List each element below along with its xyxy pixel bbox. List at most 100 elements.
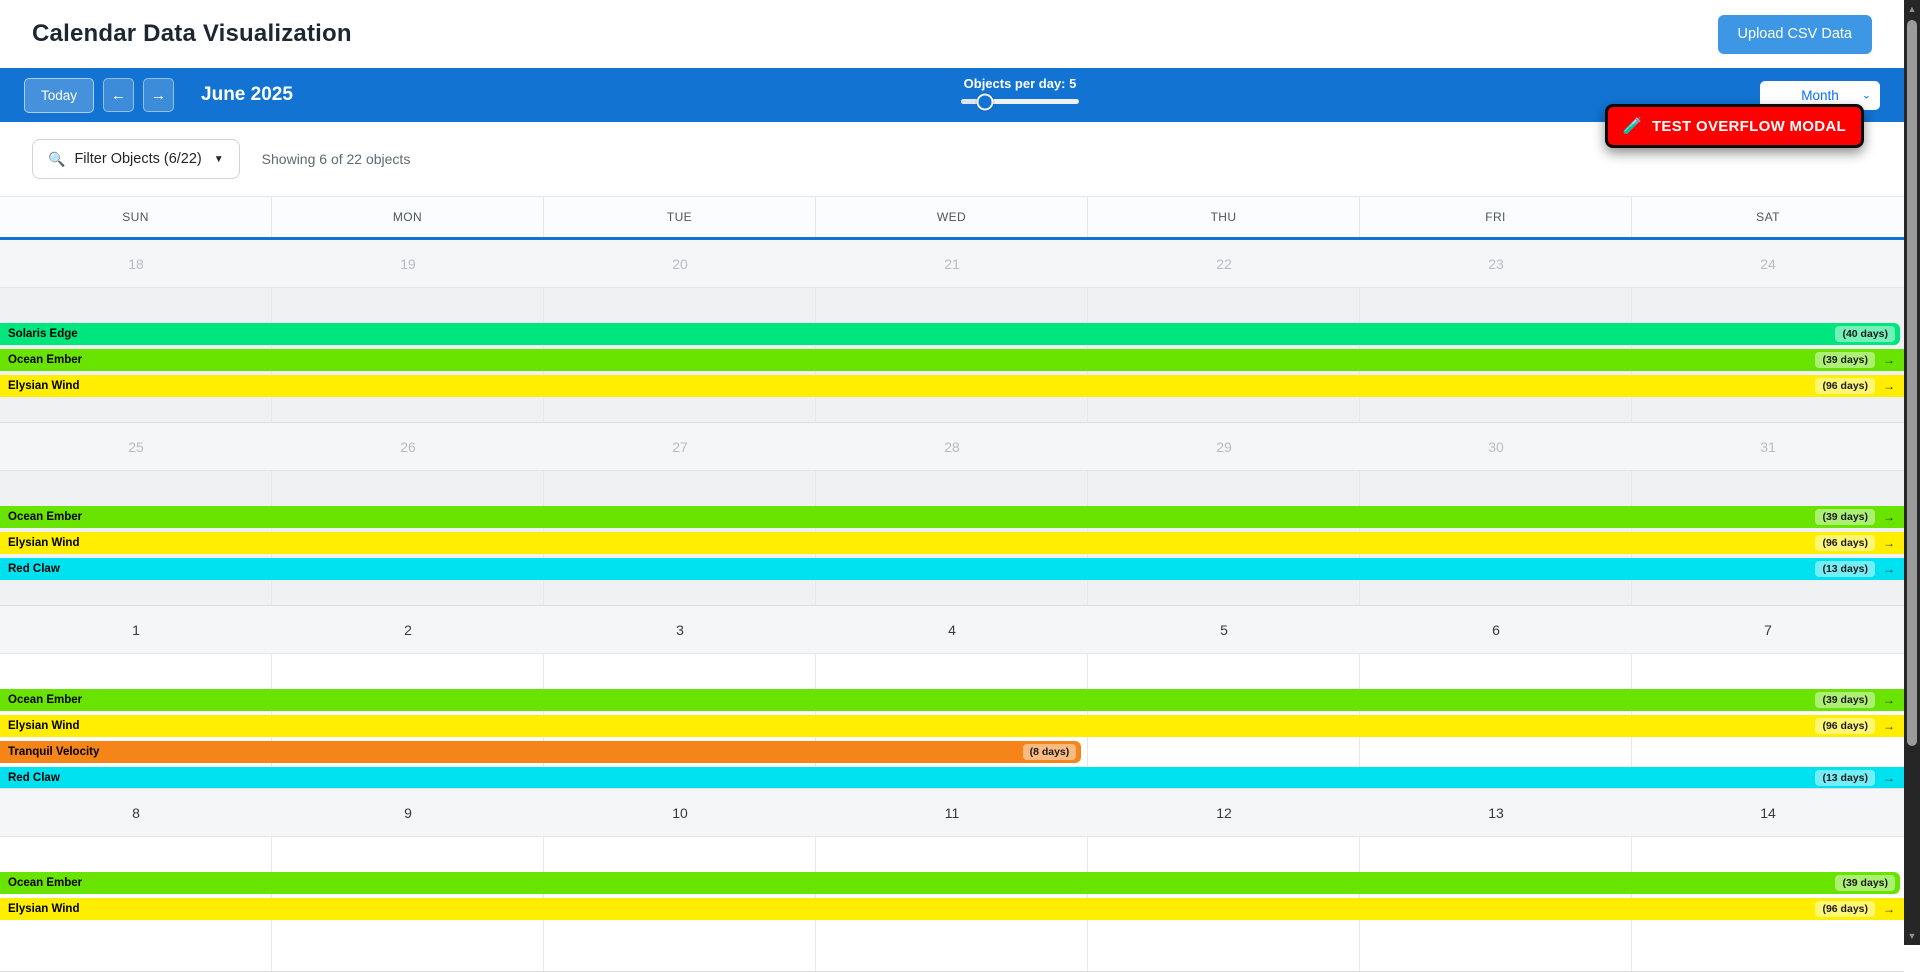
toolbar-nav-group: Today ← → June 2025 [24, 77, 293, 113]
event-bar[interactable]: Elysian Wind (96 days) → [0, 898, 1904, 920]
events-container: Ocean Ember (39 days) → Elysian Wind (96 day… [0, 506, 1904, 584]
event-duration-badge: (39 days) [1815, 352, 1875, 368]
event-duration-badge: (13 days) [1815, 770, 1875, 786]
event-meta: (39 days) → [1815, 509, 1904, 525]
page-title: Calendar Data Visualization [32, 20, 352, 47]
continues-arrow-icon: → [1883, 902, 1895, 916]
date-number: 2 [404, 621, 412, 638]
calendar-toolbar: Today ← → June 2025 Objects per day: 5 M… [0, 68, 1904, 122]
date-number: 11 [944, 804, 960, 821]
test-tube-icon: 🧪 [1622, 118, 1643, 135]
event-duration-badge: (96 days) [1815, 901, 1875, 917]
date-number: 29 [1216, 438, 1232, 455]
event-bar[interactable]: Red Claw (13 days) → [0, 767, 1904, 788]
event-name: Elysian Wind [8, 720, 80, 732]
date-number: 9 [404, 804, 412, 821]
event-duration-badge: (8 days) [1022, 744, 1077, 760]
date-number: 12 [1216, 804, 1232, 821]
event-duration-badge: (40 days) [1835, 326, 1895, 342]
day-header: THU [1088, 197, 1360, 237]
view-mode-value: Month [1801, 87, 1839, 103]
event-name: Tranquil Velocity [8, 746, 100, 758]
upload-csv-button[interactable]: Upload CSV Data [1717, 14, 1872, 54]
event-duration-badge: (13 days) [1815, 561, 1875, 577]
continues-arrow-icon: → [1883, 719, 1895, 733]
scroll-up-icon[interactable]: ▲ [1907, 4, 1917, 14]
objects-per-day-control: Objects per day: 5 [945, 76, 1095, 110]
calendar-grid: SUN MON TUE WED THU FRI SAT 18 19 20 21 22 23 24 Sola… [0, 196, 1904, 972]
test-overflow-modal-button[interactable]: 🧪 TEST OVERFLOW MODAL [1604, 104, 1864, 148]
date-number: 27 [672, 438, 688, 455]
date-number: 10 [672, 804, 688, 821]
event-meta: (96 days) → [1815, 535, 1904, 551]
continues-arrow-icon: → [1883, 562, 1895, 576]
event-bar[interactable]: Solaris Edge (40 days) [0, 323, 1900, 345]
event-bar[interactable]: Ocean Ember (39 days) [0, 872, 1900, 894]
continues-arrow-icon: → [1883, 693, 1895, 707]
date-number: 22 [1216, 255, 1232, 272]
search-icon: 🔍 [48, 150, 66, 167]
event-bar[interactable]: Ocean Ember (39 days) → [0, 349, 1904, 371]
date-number: 6 [1492, 621, 1500, 638]
event-duration-badge: (96 days) [1815, 378, 1875, 394]
date-number: 24 [1760, 255, 1776, 272]
event-meta: (39 days) → [1815, 692, 1904, 708]
event-duration-badge: (39 days) [1835, 875, 1895, 891]
day-header: MON [272, 197, 544, 237]
week-row: 1 2 3 4 5 6 7 Ocean Ember (39 days) → Elysian Wind… [0, 606, 1904, 789]
event-meta: (96 days) → [1815, 378, 1904, 394]
slider-thumb[interactable] [976, 93, 994, 110]
slider-fill [961, 99, 985, 104]
filter-objects-label: Filter Objects (6/22) [74, 151, 202, 167]
scrollbar-thumb[interactable] [1907, 20, 1917, 746]
date-number: 28 [944, 438, 960, 455]
objects-per-day-label: Objects per day: 5 [963, 76, 1077, 91]
vertical-scrollbar[interactable]: ▲ ▼ [1904, 0, 1920, 945]
prev-month-button[interactable]: ← [103, 78, 135, 112]
objects-per-day-slider[interactable] [961, 93, 1079, 110]
caret-down-icon: ▼ [213, 153, 224, 165]
chevron-down-icon: ⌄ [1861, 89, 1871, 102]
date-number: 23 [1488, 255, 1504, 272]
date-strip: 1 2 3 4 5 6 7 [0, 606, 1904, 654]
date-number: 19 [400, 255, 416, 272]
arrow-right-icon: → [151, 86, 167, 104]
event-bar[interactable]: Ocean Ember (39 days) → [0, 689, 1904, 711]
header-divider [0, 237, 1904, 240]
event-name: Red Claw [8, 563, 60, 575]
continues-arrow-icon: → [1883, 771, 1895, 785]
continues-arrow-icon: → [1883, 510, 1895, 524]
scroll-down-icon[interactable]: ▼ [1907, 931, 1917, 941]
date-number: 25 [128, 438, 144, 455]
filter-objects-button[interactable]: 🔍 Filter Objects (6/22) ▼ [32, 139, 240, 179]
events-container: Solaris Edge (40 days) Ocean Ember (39 days… [0, 323, 1904, 401]
event-bar[interactable]: Ocean Ember (39 days) → [0, 506, 1904, 528]
today-button[interactable]: Today [24, 77, 95, 113]
event-name: Elysian Wind [8, 537, 80, 549]
weeks-container: 18 19 20 21 22 23 24 Solaris Edge (40 days) Ocean… [0, 240, 1904, 972]
event-meta: (39 days) → [1815, 352, 1904, 368]
arrow-left-icon: ← [111, 86, 127, 104]
event-bar[interactable]: Elysian Wind (96 days) → [0, 375, 1904, 397]
events-container: Ocean Ember (39 days) → Elysian Wind (96 day… [0, 689, 1904, 788]
date-number: 8 [132, 804, 140, 821]
next-month-button[interactable]: → [143, 78, 175, 112]
event-bar[interactable]: Tranquil Velocity (8 days) [0, 741, 1082, 763]
date-strip: 8 9 10 11 12 13 14 [0, 789, 1904, 837]
event-name: Ocean Ember [8, 694, 83, 706]
continues-arrow-icon: → [1883, 379, 1895, 393]
date-number: 31 [1760, 438, 1776, 455]
event-name: Solaris Edge [8, 328, 78, 340]
event-name: Ocean Ember [8, 511, 83, 523]
date-number: 7 [1764, 621, 1772, 638]
event-bar[interactable]: Elysian Wind (96 days) → [0, 532, 1904, 554]
date-number: 1 [132, 621, 140, 638]
event-bar[interactable]: Red Claw (13 days) → [0, 558, 1904, 580]
day-of-week-header-row: SUN MON TUE WED THU FRI SAT [0, 196, 1904, 237]
event-name: Red Claw [8, 772, 60, 784]
date-number: 13 [1488, 804, 1504, 821]
event-meta: (13 days) → [1815, 561, 1904, 577]
event-bar[interactable]: Elysian Wind (96 days) → [0, 715, 1904, 737]
date-strip: 25 26 27 28 29 30 31 [0, 423, 1904, 471]
event-meta: (96 days) → [1815, 901, 1904, 917]
